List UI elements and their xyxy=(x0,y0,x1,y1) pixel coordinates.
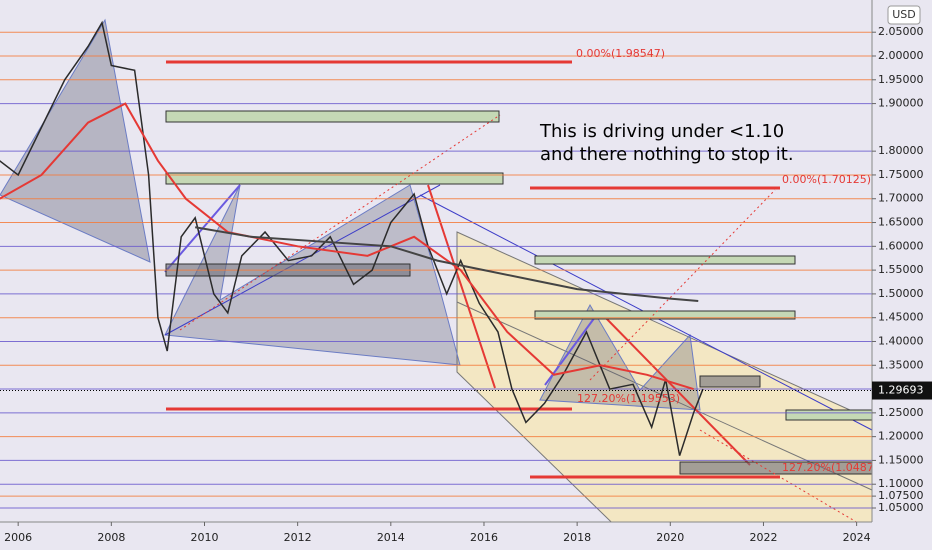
y-tick-label: 1.15000 xyxy=(878,453,924,466)
y-tick-label: 1.60000 xyxy=(878,239,924,252)
zone xyxy=(534,310,796,320)
x-tick-label: 2012 xyxy=(284,531,312,544)
arrow xyxy=(544,312,599,386)
y-tick-label: 1.10000 xyxy=(878,477,924,490)
y-tick-label: 2.05000 xyxy=(878,25,924,38)
y-tick-label: 1.65000 xyxy=(878,216,924,229)
zone xyxy=(534,255,796,265)
fib-label: 0.00%(1.98547) xyxy=(576,47,665,60)
fib-label: 0.00%(1.70125) xyxy=(782,173,871,186)
x-tick-label: 2016 xyxy=(470,531,498,544)
pattern xyxy=(0,18,151,263)
arrow xyxy=(599,311,751,466)
x-tick-label: 2008 xyxy=(97,531,125,544)
y-tick-label: 1.75000 xyxy=(878,168,924,181)
annotation: and there nothing to stop it. xyxy=(540,144,794,165)
y-tick-label: 1.70000 xyxy=(878,192,924,205)
currency-badge xyxy=(887,5,921,25)
price-line xyxy=(0,20,704,456)
fib-line xyxy=(589,189,776,381)
y-tick-label: 1.95000 xyxy=(878,73,924,86)
x-tick-label: 2006 xyxy=(4,531,32,544)
y-tick-label: 1.90000 xyxy=(878,97,924,110)
price-axis xyxy=(872,0,932,550)
x-tick-label: 2018 xyxy=(563,531,591,544)
time-axis xyxy=(0,522,872,550)
annotation: This is driving under <1.10 xyxy=(539,121,784,142)
x-tick-label: 2022 xyxy=(749,531,777,544)
x-tick-label: 2020 xyxy=(656,531,684,544)
y-tick-label: 1.55000 xyxy=(878,263,924,276)
y-tick-label: 2.00000 xyxy=(878,49,924,62)
x-tick-label: 2010 xyxy=(190,531,218,544)
x-tick-label: 2024 xyxy=(843,531,871,544)
plot xyxy=(0,20,872,509)
channel-mid xyxy=(456,301,873,491)
x-tick-label: 2014 xyxy=(377,531,405,544)
y-tick-label: 1.07500 xyxy=(878,489,924,502)
y-tick-label: 1.20000 xyxy=(878,430,924,443)
y-tick-label: 1.50000 xyxy=(878,287,924,300)
trend-line xyxy=(164,184,441,336)
arrow xyxy=(427,184,496,389)
zone xyxy=(165,172,504,185)
drawings xyxy=(0,18,873,550)
pattern xyxy=(539,303,701,411)
price-line xyxy=(195,226,699,303)
currency: USD xyxy=(892,8,916,21)
zone xyxy=(165,110,500,123)
y-tick-label: 1.25000 xyxy=(878,406,924,419)
fib-label: 127.20%(1.19553) xyxy=(577,392,680,405)
zone xyxy=(785,409,873,421)
zone xyxy=(699,375,761,388)
price-line xyxy=(0,102,694,391)
axes: 2.05000 2.00000 1.95000 1.90000 1.80000 1.750… xyxy=(4,25,932,544)
last-price-badge xyxy=(872,381,932,400)
last-price-label: 1.29693 xyxy=(878,384,924,397)
y-tick-label: 1.80000 xyxy=(878,144,924,157)
y-tick-label: 1.40000 xyxy=(878,334,924,347)
y-tick-label: 1.45000 xyxy=(878,311,924,324)
y-tick-label: 1.35000 xyxy=(878,358,924,371)
y-tick-label: 1.05000 xyxy=(878,501,924,514)
fib-label: 127.20%(1.04879) xyxy=(782,461,885,474)
